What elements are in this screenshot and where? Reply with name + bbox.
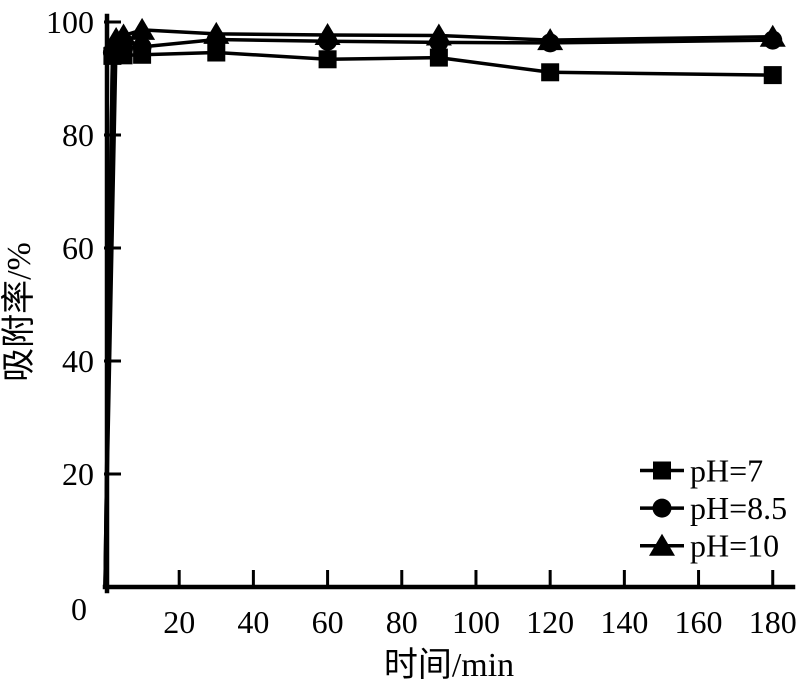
series-line-1 [103,37,773,588]
x-tick-label: 80 [386,604,418,640]
series-2-triangle-marker [203,21,230,44]
x-tick-label: 180 [749,604,797,640]
x-tick-label: 160 [675,604,723,640]
x-tick-label: 40 [237,604,269,640]
legend-label: pH=8.5 [690,490,787,526]
y-tick-label: 0 [71,591,87,627]
x-tick-label: 60 [312,604,344,640]
series-0-square-marker [318,50,337,69]
y-tick-label: 60 [62,230,94,266]
y-axis-title: 吸附率/% [0,242,38,382]
legend-label: pH=10 [690,528,779,564]
x-tick-label: 120 [526,604,574,640]
x-tick-label: 100 [452,604,500,640]
series-2-triangle-marker [314,22,341,45]
y-tick-label: 100 [46,4,94,40]
legend-circle-marker [652,498,672,518]
series-0-square-marker [763,66,782,85]
series-0-square-marker [207,43,226,62]
series-2-triangle-marker [759,24,786,47]
y-tick-label: 80 [62,117,94,153]
legend-square-marker [653,461,671,480]
series-1-circle-marker [132,37,152,57]
series-2-triangle-marker [425,23,452,46]
x-axis-title: 时间/min [384,647,514,684]
series-0-square-marker [429,48,448,67]
legend-label: pH=7 [690,453,763,489]
legend-triangle-marker [649,533,675,556]
series-2-triangle-marker [129,17,156,40]
series-2-triangle-marker [110,23,137,46]
series-line-2 [103,28,773,588]
y-tick-label: 20 [62,456,94,492]
y-tick-label: 40 [62,343,94,379]
x-tick-label: 20 [163,604,195,640]
x-tick-label: 140 [600,604,648,640]
series-0-square-marker [541,63,560,82]
series-2-triangle-marker [537,28,564,51]
